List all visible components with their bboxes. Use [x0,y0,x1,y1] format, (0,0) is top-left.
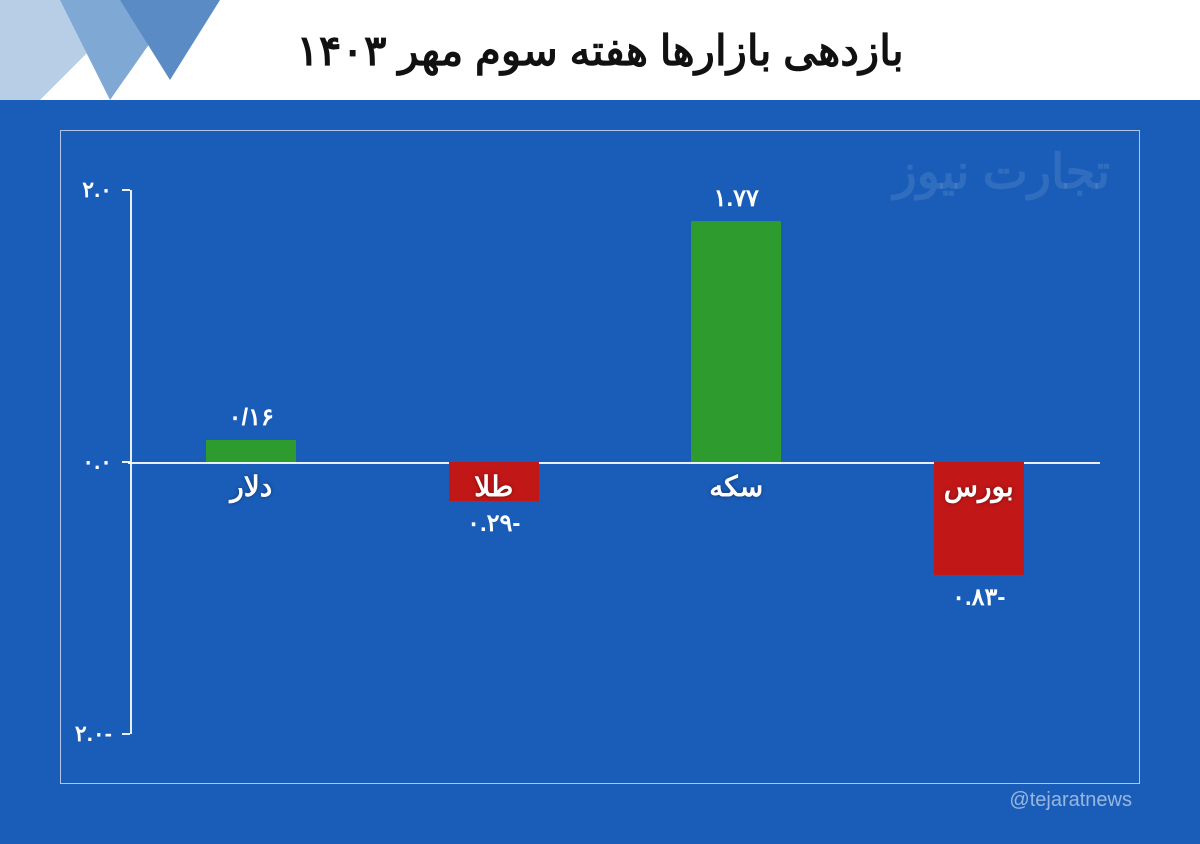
chart-title: بازدهی بازارها هفته سوم مهر ۱۴۰۳ [296,26,903,75]
plot-region: ۲.۰۰.۰-۲.۰۰/۱۶دلار-۰.۲۹طلا۱.۷۷سکه-۰.۸۳بو… [130,190,1100,734]
y-tick-label: ۲.۰ [82,177,130,203]
bar-value-label: -۰.۸۳ [952,583,1005,612]
source-handle: @tejaratnews [1009,789,1132,812]
bar-category-label: دلار [230,470,272,503]
bar-value-label: ۰/۱۶ [229,403,274,432]
bar-value-label: ۱.۷۷ [714,184,759,213]
title-bar: بازدهی بازارها هفته سوم مهر ۱۴۰۳ [0,0,1200,100]
bar-category-label: بورس [944,470,1014,503]
chart-area: تجارت نیوز ۲.۰۰.۰-۲.۰۰/۱۶دلار-۰.۲۹طلا۱.۷… [60,130,1140,784]
title-decoration [0,0,220,100]
bar-0: ۰/۱۶ [206,440,296,462]
bar-2: ۱.۷۷ [691,221,781,462]
y-tick-label: ۰.۰ [82,449,130,475]
bar-value-label: -۰.۲۹ [467,509,520,538]
bar-category-label: طلا [474,470,513,503]
bar-category-label: سکه [709,470,763,503]
y-tick-label: -۲.۰ [75,721,130,747]
